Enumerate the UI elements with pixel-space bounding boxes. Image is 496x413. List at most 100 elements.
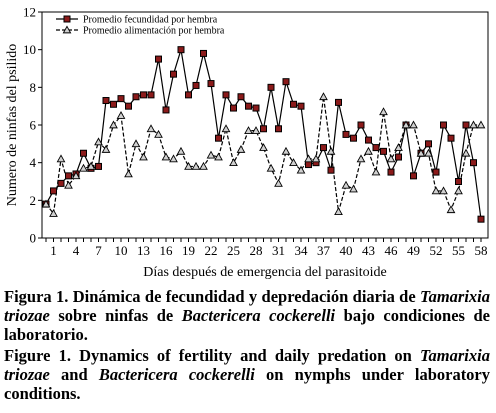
species-name: Tamarixia triozae xyxy=(4,346,490,384)
fecundity-point xyxy=(372,144,380,152)
x-tick-label: 43 xyxy=(362,243,375,258)
feeding-point xyxy=(319,92,328,101)
feeding-point xyxy=(289,158,298,166)
legend-label: Promedio alimentación por hembra xyxy=(83,26,225,37)
series-lines xyxy=(45,49,482,220)
feeding-point xyxy=(326,146,336,155)
feeding-point xyxy=(431,186,441,195)
fecundity-point xyxy=(245,102,252,110)
feeding-point xyxy=(236,144,246,153)
feeding-point xyxy=(79,163,88,172)
caption-text-1: Dynamics of fertility and daily predatio… xyxy=(70,346,420,365)
legend-marker xyxy=(63,15,71,23)
fecundity-point xyxy=(215,134,222,142)
feeding-point xyxy=(109,120,118,129)
fecundity-point xyxy=(117,95,125,103)
feeding-point xyxy=(311,154,321,163)
y-axis: 0 2 4 6 8 10 12 xyxy=(23,5,42,246)
fecundity-point xyxy=(387,168,395,176)
legend-marker xyxy=(62,25,72,34)
y-tick-label: 2 xyxy=(30,193,37,208)
feeding-point xyxy=(424,148,433,157)
fecundity-point xyxy=(305,161,312,169)
caption-lead: Figure 1. xyxy=(4,346,71,365)
x-tick-label: 10 xyxy=(115,243,128,258)
feeding-point xyxy=(139,152,148,161)
x-tick-label: 19 xyxy=(182,243,195,258)
fecundity-point xyxy=(335,98,342,106)
feeding-point xyxy=(371,167,381,176)
feeding-point xyxy=(176,146,186,155)
feeding-point xyxy=(124,169,133,178)
fecundity-point xyxy=(95,162,102,170)
fecundity-point xyxy=(102,97,110,105)
feeding-point xyxy=(56,154,66,163)
fecundity-point xyxy=(267,83,275,91)
fecundity-point xyxy=(170,70,177,78)
feeding-point xyxy=(161,152,171,161)
fecundity-point xyxy=(230,104,237,112)
feeding-point xyxy=(64,180,73,189)
x-tick-label: 55 xyxy=(452,243,465,258)
fecundity-point xyxy=(365,136,372,144)
feeding-point xyxy=(446,205,456,214)
y-tick-label: 0 xyxy=(30,231,37,246)
x-tick-label: 52 xyxy=(430,243,443,258)
x-tick-label: 4 xyxy=(73,243,80,258)
caption-text-2: and xyxy=(49,365,99,384)
fecundity-point xyxy=(80,149,87,157)
x-axis-label: Días después de emergencia del parasitoi… xyxy=(143,265,386,280)
feeding-point xyxy=(266,163,276,172)
fecundity-point xyxy=(470,159,477,167)
feeding-point xyxy=(416,148,426,157)
feeding-point xyxy=(469,120,478,129)
fecundity-point xyxy=(395,153,402,161)
fecundity-point xyxy=(162,106,170,114)
species-name: Tamarixia triozae xyxy=(4,287,490,325)
x-tick-label: 22 xyxy=(205,243,218,258)
species-name: Bactericera cockerelli xyxy=(181,306,336,325)
x-tick-label: 1 xyxy=(50,243,57,258)
x-tick-label: 58 xyxy=(475,243,488,258)
fecundity-point xyxy=(462,121,470,129)
feeding-point xyxy=(191,161,201,170)
fecundity-series-line xyxy=(45,49,482,220)
species-name: Bactericera cockerelli xyxy=(98,365,255,384)
caption-text-1: Dinámica de fecundidad y depredación dia… xyxy=(68,287,420,306)
x-tick-label: 34 xyxy=(295,243,309,258)
fecundity-point xyxy=(140,91,147,99)
feeding-point xyxy=(221,124,231,133)
fecundity-point xyxy=(410,172,417,180)
fecundity-point xyxy=(432,168,440,176)
fecundity-point xyxy=(50,187,57,195)
caption-text-2: sobre ninfas de xyxy=(49,306,182,325)
fecundity-point xyxy=(57,179,65,187)
legend-label: Promedio fecundidad por hembra xyxy=(83,15,218,26)
fecundity-point xyxy=(425,140,432,148)
feeding-point xyxy=(154,129,163,138)
fecundity-point xyxy=(275,125,282,133)
feeding-point xyxy=(349,184,358,193)
fecundity-point xyxy=(297,102,305,110)
y-tick-label: 10 xyxy=(23,42,36,57)
fecundity-point xyxy=(125,102,132,110)
fecundity-point xyxy=(185,91,192,99)
feeding-point xyxy=(184,161,193,170)
feeding-point xyxy=(454,186,463,195)
caption-text-3: bajo condiciones de laboratorio. xyxy=(4,306,490,344)
fecundity-point xyxy=(342,130,350,138)
feeding-point xyxy=(49,208,58,217)
feeding-point xyxy=(379,107,388,116)
caption-lead: Figura 1. xyxy=(4,287,69,306)
feeding-point xyxy=(439,186,448,195)
feeding-point xyxy=(259,143,268,151)
fecundity-point xyxy=(200,49,207,57)
feeding-point xyxy=(356,154,366,163)
y-tick-label: 8 xyxy=(30,80,37,95)
y-tick-label: 12 xyxy=(23,5,36,20)
feeding-point xyxy=(341,180,351,189)
feeding-point xyxy=(461,148,471,157)
x-tick-label: 40 xyxy=(340,243,353,258)
x-tick-label: 31 xyxy=(272,243,285,258)
